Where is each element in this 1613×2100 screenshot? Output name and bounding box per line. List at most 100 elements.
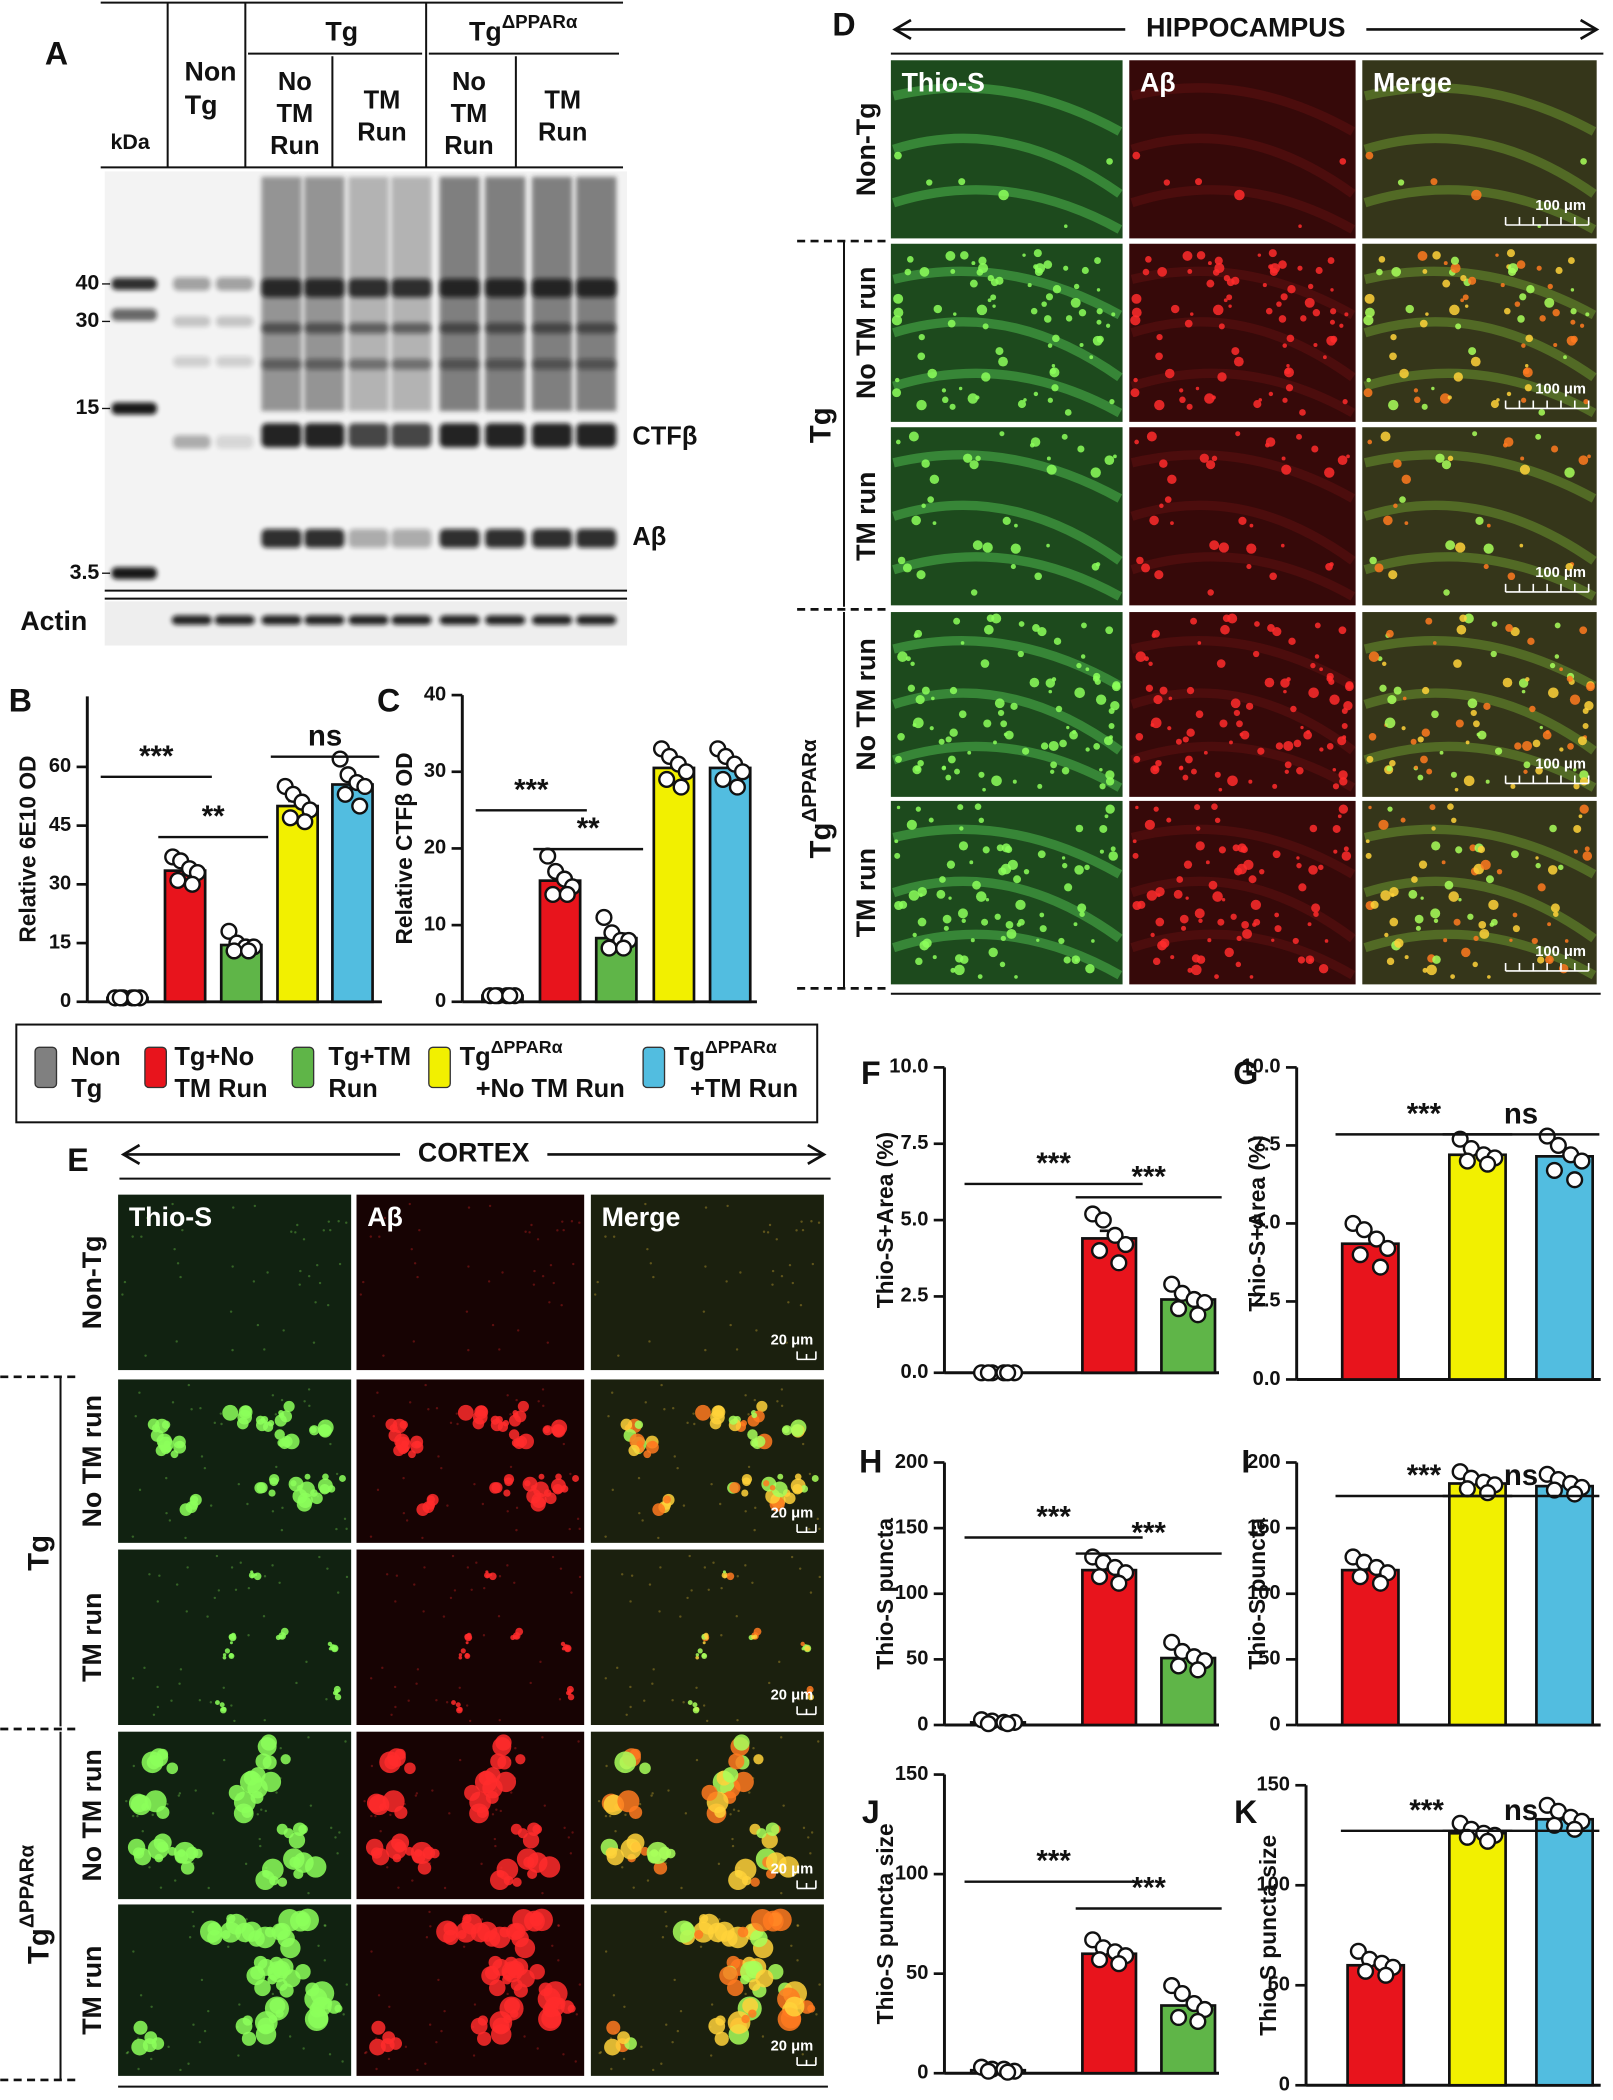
plaque: [1033, 249, 1042, 258]
speck: [288, 2035, 292, 2038]
plaque: [976, 304, 988, 316]
plaque: [1545, 955, 1554, 965]
plaque: [1477, 730, 1487, 740]
plaque: [1096, 288, 1101, 292]
y-tick-label: 10.0: [889, 1056, 928, 1078]
band: [111, 567, 157, 580]
plaque: [1463, 775, 1475, 787]
speck: [788, 1263, 792, 1267]
plaque: [1157, 266, 1167, 277]
speck: [198, 2040, 202, 2044]
speck: [625, 1713, 628, 1716]
plaque: [1132, 839, 1137, 844]
plaque: [132, 1847, 145, 1859]
plaque: [1109, 399, 1115, 405]
speck: [184, 1536, 187, 1540]
speck: [682, 1504, 686, 1507]
plaque: [1241, 921, 1249, 929]
significance-label: ns: [1504, 1097, 1538, 1130]
speck: [761, 2035, 765, 2038]
speck: [437, 1455, 440, 1458]
speck: [607, 1414, 610, 1418]
plaque: [147, 1838, 169, 1860]
speck: [776, 1400, 779, 1403]
speck: [541, 1388, 545, 1391]
micrograph: [356, 1379, 585, 1543]
speck: [200, 1978, 204, 1982]
significance-label: ***: [514, 773, 549, 806]
plaque: [250, 1570, 254, 1574]
speck: [575, 2013, 579, 2016]
plaque: [241, 2031, 257, 2046]
plaque: [1168, 696, 1173, 701]
plaque: [268, 2014, 278, 2024]
plaque: [508, 1429, 520, 1440]
plaque: [742, 1997, 759, 2014]
plaque: [1013, 875, 1022, 884]
speck: [796, 1959, 799, 1962]
speck: [771, 1283, 774, 1286]
plaque: [906, 819, 917, 830]
plaque: [987, 298, 992, 303]
plaque: [1110, 701, 1120, 711]
plaque: [1281, 464, 1292, 475]
plaque: [1450, 256, 1460, 265]
speck: [341, 2060, 344, 2063]
speck: [552, 1281, 555, 1285]
plaque: [1272, 850, 1281, 859]
plaque: [957, 804, 964, 811]
plaque: [896, 805, 901, 810]
y-tick-label: 150: [1247, 1516, 1281, 1538]
speck: [125, 2051, 129, 2055]
text-part: Run: [328, 1075, 377, 1103]
plaque: [1559, 747, 1564, 752]
plaque: [714, 1806, 726, 1818]
tissue-band: [892, 368, 1123, 418]
plaque: [531, 1484, 537, 1491]
plaque: [1524, 384, 1532, 392]
plaque: [1420, 755, 1428, 764]
band: [348, 529, 389, 548]
plaque: [1390, 334, 1397, 341]
y-tick-label: 0: [60, 990, 71, 1012]
legend-label: Non: [71, 1043, 120, 1071]
legend-label: Tg+No: [174, 1043, 254, 1071]
plaque: [385, 1838, 407, 1860]
plaque: [753, 1627, 762, 1636]
plaque: [897, 651, 908, 662]
speck: [213, 1596, 217, 1600]
speck: [435, 1699, 438, 1702]
plaque: [1214, 771, 1221, 778]
plaque: [1046, 464, 1057, 475]
band: [261, 358, 302, 370]
plaque: [1136, 556, 1144, 565]
plaque: [464, 1784, 481, 1801]
speck: [150, 2005, 153, 2009]
plaque: [992, 304, 996, 308]
speck: [771, 1269, 775, 1273]
speck: [718, 1918, 721, 1921]
plaque: [1506, 249, 1515, 258]
plaque: [694, 1929, 704, 1940]
plaque: [1108, 851, 1119, 861]
plaque: [953, 312, 957, 316]
plaque: [723, 1574, 728, 1578]
speck: [229, 1310, 233, 1313]
plaque: [1253, 650, 1260, 658]
speck: [610, 1391, 614, 1394]
plaque: [1443, 589, 1450, 596]
speck: [404, 2045, 408, 2049]
y-tick-label: 10.0: [1242, 1056, 1281, 1078]
data-point: [1479, 1832, 1497, 1850]
speck: [410, 1247, 413, 1251]
plaque: [1217, 372, 1227, 382]
plaque: [1383, 515, 1393, 526]
y-tick-label: 0: [917, 1713, 928, 1735]
plaque: [1105, 777, 1115, 786]
speck: [449, 1421, 453, 1425]
plaque: [1184, 319, 1193, 328]
plaque: [416, 1503, 430, 1516]
speck: [473, 1482, 476, 1486]
plaque: [564, 1645, 571, 1652]
speck: [732, 1808, 736, 1811]
